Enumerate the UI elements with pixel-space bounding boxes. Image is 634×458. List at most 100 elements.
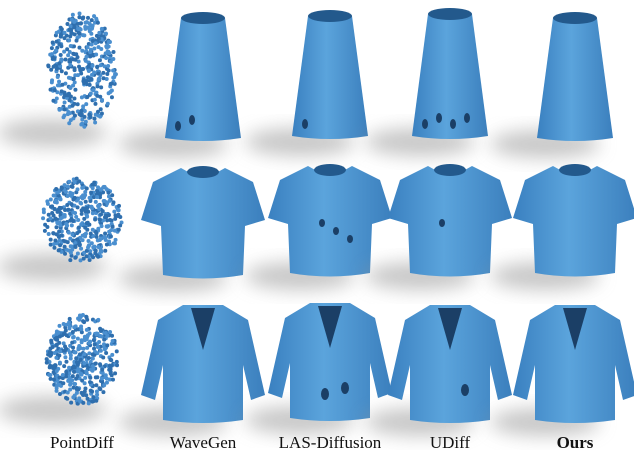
point [77,396,82,401]
point [70,340,75,345]
point [98,63,103,68]
point [109,81,114,86]
point [82,114,87,119]
point [82,381,87,386]
point [57,353,62,358]
point [95,84,100,89]
skirt [292,16,368,139]
point [68,76,73,81]
point [80,185,85,190]
point [103,231,108,236]
point [105,218,110,223]
point [67,316,72,321]
point [84,54,89,59]
point [116,227,121,232]
point [71,197,76,202]
point [79,222,84,227]
point [72,80,77,85]
point [118,223,123,228]
point [65,396,70,401]
hole [464,113,470,123]
point [83,20,88,25]
point [62,36,67,41]
point [66,230,71,235]
point [96,226,101,231]
point [75,237,80,242]
point [46,63,51,68]
point [59,27,64,32]
point [102,337,107,342]
point [91,255,96,260]
point [105,71,110,76]
point [92,116,97,121]
point [103,373,108,378]
point [49,340,54,345]
point [98,328,103,333]
point [74,386,79,391]
point [89,190,94,195]
point [68,350,73,355]
point [72,180,77,185]
point [53,238,58,243]
point [76,59,81,64]
point [102,234,107,239]
point [116,208,121,213]
point [93,229,98,234]
point [102,64,107,69]
collar [559,164,591,176]
point [92,97,97,102]
point [50,204,55,209]
point [68,356,73,361]
shadow [0,119,107,147]
point [65,184,70,189]
point [62,364,67,369]
point [78,200,83,205]
point [68,24,73,29]
point [111,68,116,73]
point [79,340,84,345]
point [91,366,96,371]
point [65,93,70,98]
point [79,122,84,127]
point [94,90,99,95]
point [113,216,118,221]
point [41,216,46,221]
point [48,216,53,221]
point [108,330,113,335]
hole [461,384,469,396]
point [95,392,100,397]
point [90,356,95,361]
point [87,21,92,26]
point [48,197,53,202]
point [72,381,77,386]
opening [563,308,587,350]
point [57,42,62,47]
point [114,349,119,354]
point [68,34,73,39]
point [96,71,101,76]
shirt [388,166,512,277]
point [81,319,86,324]
point [86,401,91,406]
point [50,345,55,350]
skirt [412,14,488,139]
point [118,214,123,219]
point [84,206,89,211]
point [72,96,77,101]
point [99,111,104,116]
opening [438,308,462,350]
point [53,216,58,221]
point [82,108,87,113]
point [65,193,70,198]
point [97,30,102,35]
point [77,112,82,117]
point [98,348,103,353]
point [83,225,88,230]
shirt [513,166,634,277]
point [108,357,113,362]
point [52,206,57,211]
point [79,246,84,251]
point [68,244,73,249]
point [62,183,67,188]
point [92,46,97,51]
